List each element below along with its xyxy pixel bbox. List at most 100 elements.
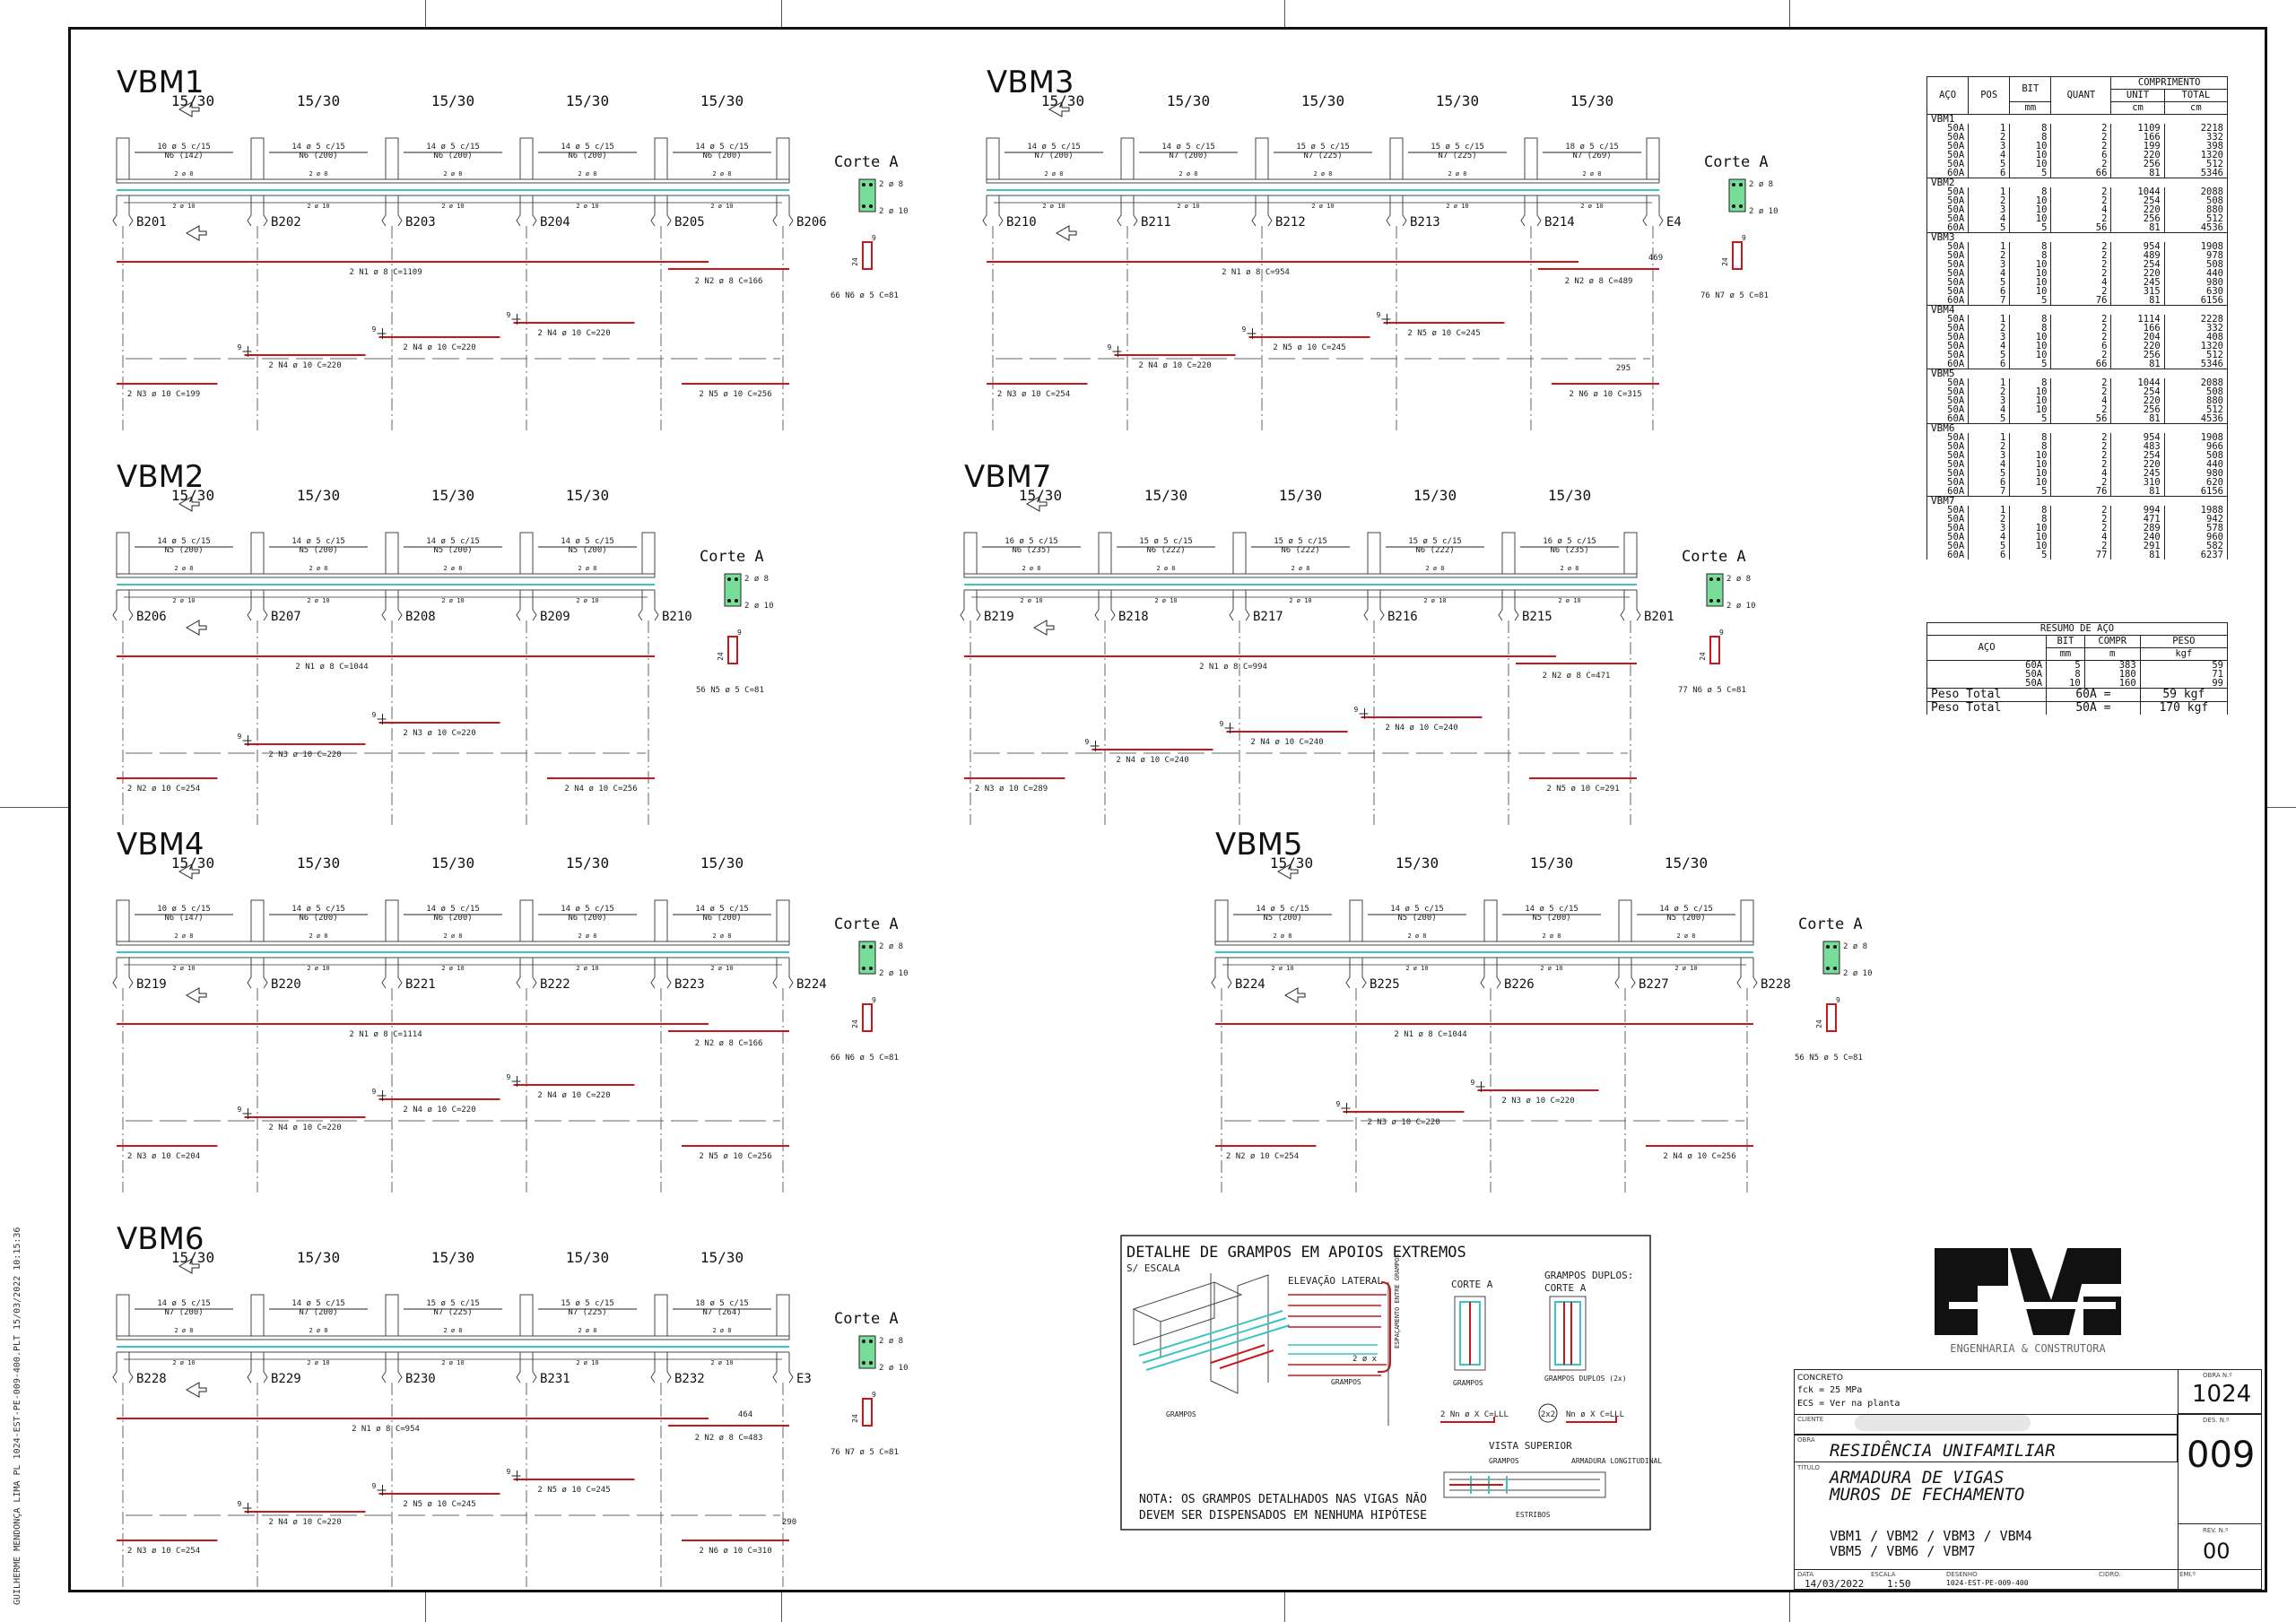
table-cell: 50A xyxy=(1926,478,1970,487)
support-label: B204 xyxy=(540,215,570,230)
table-cell: 254 xyxy=(2110,387,2165,396)
table-cell: 942 xyxy=(2163,515,2229,524)
stirrup-spacing: 18 ø 5 c/15 xyxy=(1565,143,1619,152)
stirrup-spacing: 15 ø 5 c/15 xyxy=(1431,143,1484,152)
stirrup-ref: N6 (200) xyxy=(433,914,472,923)
table-cell: 10 xyxy=(2009,387,2052,396)
span-section-label: 15/30 xyxy=(566,854,609,872)
column-stub xyxy=(1255,137,1269,180)
bottom-bar-annotation: 2 ø 10 xyxy=(172,203,195,210)
bottom-bar-annotation: 2 ø 10 xyxy=(172,965,195,972)
table-cell: 5 xyxy=(2009,414,2052,424)
support-break xyxy=(1345,958,1351,989)
table-cell: 2088 xyxy=(2163,187,2229,196)
table-cell: 50A xyxy=(1926,378,1970,387)
table-row: 50A 5 10 2 256 512 xyxy=(1926,160,2229,169)
table-cell: 1908 xyxy=(2163,242,2229,251)
desenho-label: DESENHO xyxy=(1946,1571,1978,1578)
support-break xyxy=(1211,958,1216,989)
column-stub xyxy=(116,899,130,942)
beam-title: VBM2 xyxy=(117,459,204,495)
col-quant: QUANT xyxy=(2050,76,2112,115)
summary-table: RESUMO DE AÇO AÇO BIT COMPR PESO mm m kg… xyxy=(1926,622,2229,715)
support-label: B229 xyxy=(271,1372,301,1386)
grampos-detail: DETALHE DE GRAMPOS EM APOIOS EXTREMOSS/ … xyxy=(1120,1235,1662,1531)
section-title: Corte A xyxy=(700,548,764,566)
summary-row: 50A 8 180 71 xyxy=(1926,670,2229,679)
table-row: 50A 1 8 2 1044 2088 xyxy=(1926,378,2229,387)
section-bottom-bars: 2 ø 10 xyxy=(1749,207,1779,216)
stirrup-ref: N7 (225) xyxy=(1303,152,1342,160)
main-bar-label: 2 N1 ø 8 C=1114 xyxy=(349,1030,422,1039)
table-cell: 10 xyxy=(2009,260,2052,269)
table-cell: 1 xyxy=(1968,315,2011,324)
column-stub xyxy=(116,137,130,180)
span-section-label: 15/30 xyxy=(700,92,744,109)
table-cell: 166 xyxy=(2110,133,2165,142)
beam-vbm2: 15/30 15/30 15/30 15/30 B206 B207 B208 B209 B210… xyxy=(112,487,774,825)
support-break xyxy=(960,590,965,621)
table-cell: 7 xyxy=(1968,487,2011,497)
table-cell: 220 xyxy=(2110,396,2165,405)
table-cell: 3 xyxy=(1968,142,2011,151)
table-cell: 10 xyxy=(2009,333,2052,342)
top-bar-annotation: 2 ø 8 xyxy=(309,170,327,178)
span-section-label: 15/30 xyxy=(1041,92,1084,109)
table-cell: 489 xyxy=(2110,251,2165,260)
bar-b1-label: 2 N3 ø 10 C=289 xyxy=(975,785,1048,794)
detail-2ox: 2 ø x xyxy=(1352,1355,1378,1364)
section-cut-arrow xyxy=(178,496,200,512)
hook-mark xyxy=(511,1076,521,1087)
table-cell: 5 xyxy=(1968,542,2011,551)
support-break xyxy=(1520,195,1526,227)
summary-total-steel: 50A = xyxy=(2046,701,2141,715)
stirrup-spacing: 14 ø 5 c/15 xyxy=(426,905,480,914)
bottom-bar-annotation: 2 ø 10 xyxy=(441,597,464,604)
table-row: 50A 3 10 2 254 508 xyxy=(1926,451,2229,460)
top-bar-annotation: 2 ø 8 xyxy=(578,565,596,572)
table-cell: 1 xyxy=(1968,124,2011,133)
bottom-bar-annotation: 2 ø 10 xyxy=(576,965,598,972)
table-cell: 50A xyxy=(1926,151,1970,160)
table-cell: 5346 xyxy=(2163,169,2229,178)
span-section-label: 15/30 xyxy=(431,854,474,872)
section-top-bars: 2 ø 8 xyxy=(879,1337,903,1346)
support-break xyxy=(247,1352,252,1383)
section-cut-arrow xyxy=(1055,225,1077,241)
span-section-label: 15/30 xyxy=(171,854,214,872)
bottom-bar-annotation: 2 ø 10 xyxy=(307,1359,329,1366)
stirrup-spacing: 14 ø 5 c/15 xyxy=(1525,905,1578,914)
table-cell: 4 xyxy=(1968,533,2011,542)
stirrup-ref: N7 (225) xyxy=(1438,152,1476,160)
stirrup-spacing: 15 ø 5 c/15 xyxy=(1408,537,1462,546)
table-row: 50A 5 10 4 245 980 xyxy=(1926,278,2229,287)
table-cell: 256 xyxy=(2110,214,2165,223)
bar-b3-label: 2 N4 ø 10 C=240 xyxy=(1250,738,1323,747)
column-stub xyxy=(385,1294,399,1337)
concreto-label: CONCRETO xyxy=(1797,1374,1843,1383)
group-row: VBM4 xyxy=(1926,305,2228,315)
bottom-bar-annotation: 2 ø 10 xyxy=(1311,203,1334,210)
table-cell: 954 xyxy=(2110,242,2165,251)
top-bar-annotation: 2 ø 8 xyxy=(443,932,462,940)
bar-b4-label: 2 N4 ø 10 C=220 xyxy=(537,329,610,338)
table-row: 60A 6 5 66 81 5346 xyxy=(1926,169,2229,178)
table-cell: 204 xyxy=(2110,333,2165,342)
column-stub xyxy=(1501,532,1516,575)
hook-mark xyxy=(1224,723,1234,733)
frame-tick xyxy=(1284,1592,1285,1622)
cliente-row xyxy=(1794,1414,2178,1435)
cliente-label: CLIENTE xyxy=(1797,1416,1824,1423)
table-cell: 1 xyxy=(1968,378,2011,387)
vista-superior-label: VISTA SUPERIOR xyxy=(1489,1440,1572,1452)
bottom-bar-annotation: 2 ø 10 xyxy=(1020,597,1042,604)
table-cell: 994 xyxy=(2110,506,2165,515)
support-label: B209 xyxy=(540,610,570,624)
bar-b2-label: 2 N4 ø 10 C=240 xyxy=(1116,756,1188,765)
column-stub xyxy=(385,532,399,575)
table-cell: 60A xyxy=(1926,551,1970,559)
column-stub xyxy=(1214,899,1229,942)
support-break xyxy=(1379,590,1385,621)
col-total: TOTAL xyxy=(2163,89,2229,102)
stirrup-spacing: 16 ø 5 c/15 xyxy=(1543,537,1596,546)
